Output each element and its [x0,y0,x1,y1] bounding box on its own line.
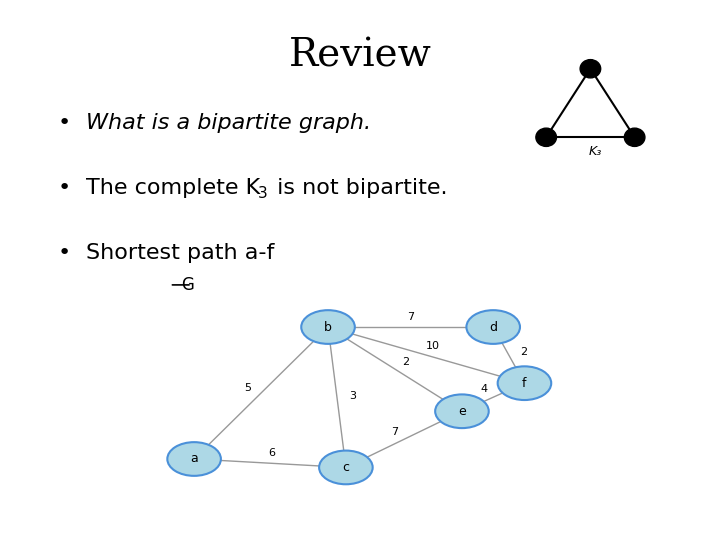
Text: 2: 2 [402,357,410,367]
Text: 3: 3 [349,392,356,401]
Text: b: b [324,321,332,334]
Text: 4: 4 [480,384,487,394]
Text: K₃: K₃ [589,145,602,158]
Text: 6: 6 [268,448,275,458]
Text: is not bipartite.: is not bipartite. [270,178,448,198]
Text: 5: 5 [244,383,251,393]
Text: 7: 7 [391,427,398,436]
Circle shape [435,394,489,428]
Circle shape [467,310,520,344]
Text: e: e [458,405,466,418]
Circle shape [536,128,557,146]
Text: 7: 7 [407,312,414,322]
Text: a: a [190,453,198,465]
Text: Review: Review [289,38,431,75]
Text: 10: 10 [426,341,440,351]
Text: 2: 2 [520,347,527,357]
Circle shape [498,366,552,400]
Circle shape [301,310,355,344]
Text: 3: 3 [258,186,268,201]
Text: f: f [522,377,527,390]
Circle shape [624,128,645,146]
Circle shape [167,442,221,476]
Text: What is a bipartite graph.: What is a bipartite graph. [86,113,372,133]
Text: The complete K: The complete K [86,178,261,198]
Text: d: d [489,321,498,334]
Text: •: • [58,243,71,263]
Text: c: c [343,461,349,474]
Text: Shortest path a-f: Shortest path a-f [86,243,275,263]
Circle shape [580,59,600,78]
Text: •: • [58,113,71,133]
Text: •: • [58,178,71,198]
Text: G: G [181,276,194,294]
Circle shape [319,450,373,484]
